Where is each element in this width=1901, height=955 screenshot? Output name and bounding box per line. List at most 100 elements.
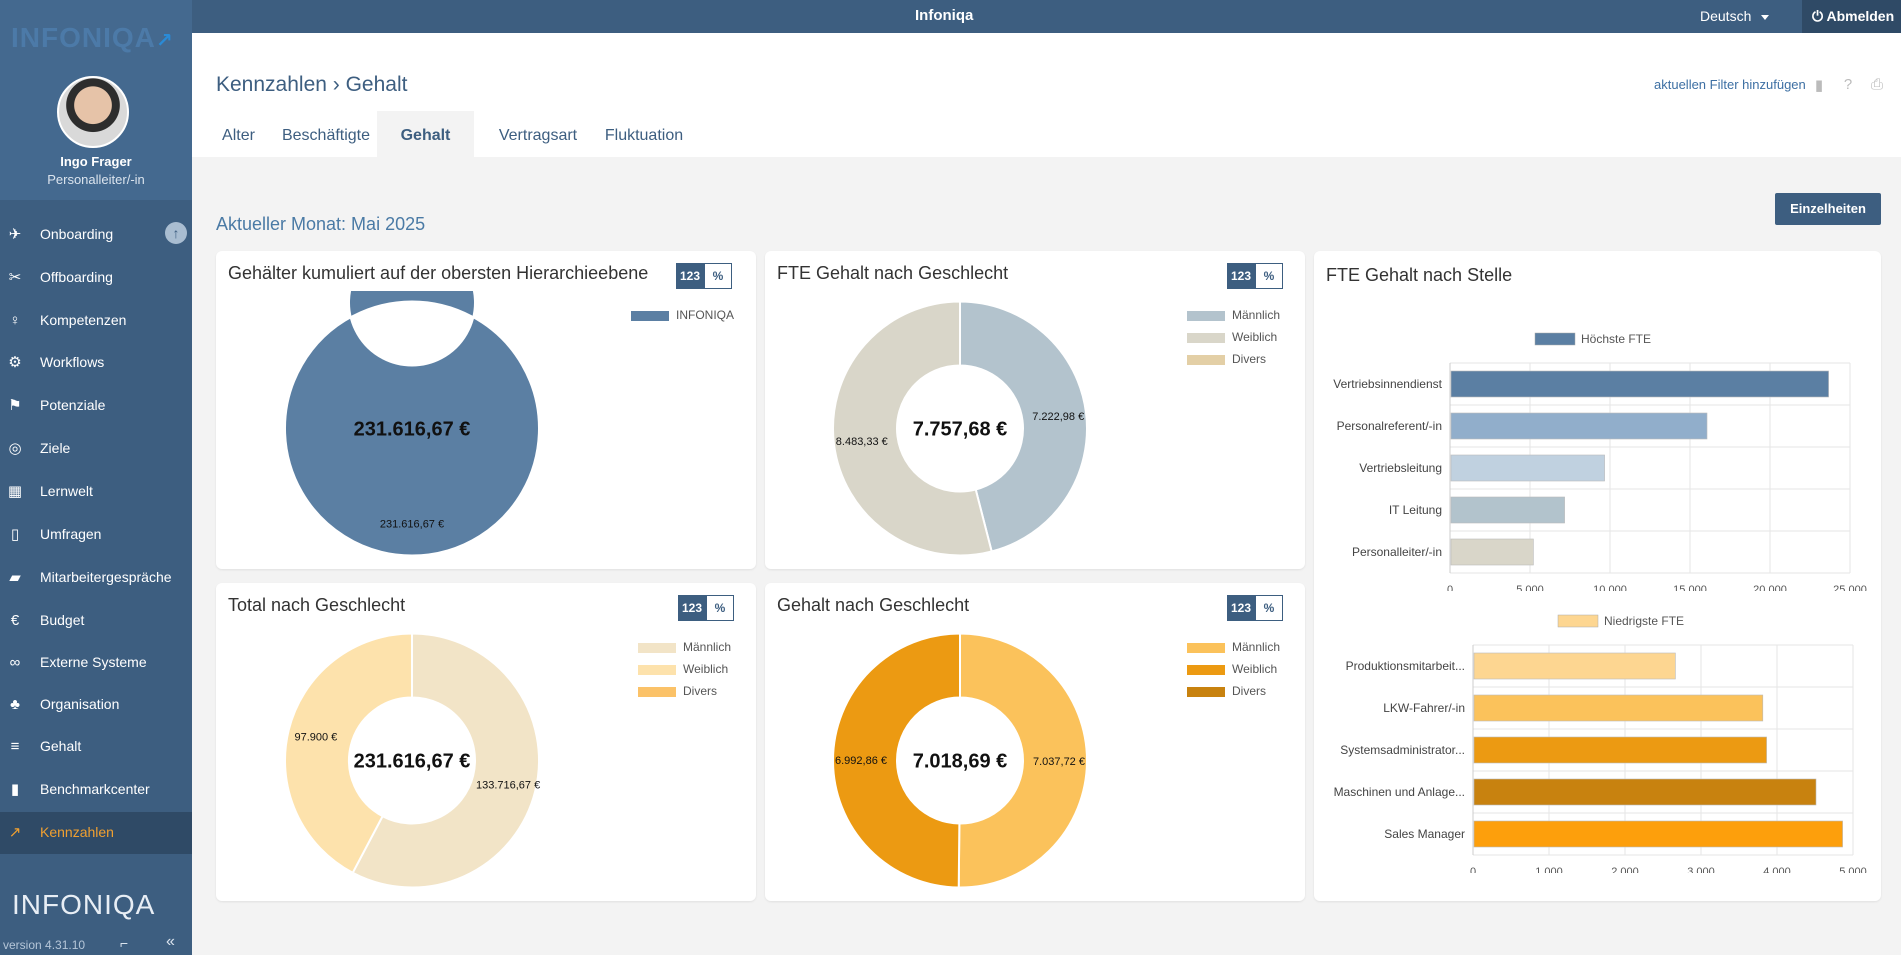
legend-item[interactable]: Weiblich	[1187, 662, 1280, 684]
sidebar-item-kennzahlen[interactable]: ↗ Kennzahlen	[0, 812, 192, 854]
avatar[interactable]	[57, 76, 129, 148]
sidebar-item-onboarding[interactable]: ✈ Onboarding	[0, 214, 192, 256]
collapse-sidebar-icon[interactable]: «	[166, 933, 175, 950]
legend-swatch	[1187, 687, 1225, 697]
sidebar: ▤Recruiting✈Onboarding✂Offboarding♀Kompe…	[0, 0, 192, 955]
y-category-label: Vertriebsleitung	[1359, 461, 1442, 475]
language-select[interactable]: Deutsch	[1700, 8, 1770, 24]
slice-value-label: 231.616,67 €	[380, 519, 444, 531]
sidebar-item-budget[interactable]: € Budget	[0, 600, 192, 642]
bar[interactable]	[1450, 370, 1829, 398]
legend-item[interactable]: Männlich	[1187, 308, 1280, 330]
pie-slice-weiblich[interactable]	[832, 632, 961, 889]
legend-label: INFONIQA	[676, 308, 735, 322]
tab-alter[interactable]: Alter	[222, 127, 255, 144]
details-button[interactable]: Einzelheiten	[1775, 193, 1881, 225]
legend-label: Männlich	[1232, 640, 1281, 654]
legend-label: Divers	[1232, 684, 1267, 698]
sidebar-item-lernwelt[interactable]: ▦ Lernwelt	[0, 471, 192, 513]
bar[interactable]	[1450, 412, 1708, 440]
sidebar-item-umfragen[interactable]: ▯ Umfragen	[0, 514, 192, 556]
bar[interactable]	[1450, 454, 1605, 482]
sidebar-item-label: Umfragen	[40, 526, 102, 542]
legend-item[interactable]: Divers	[638, 684, 731, 706]
slice-value-label: 7.222,98 €	[1032, 411, 1084, 423]
layout-icon[interactable]: ⌐	[120, 935, 129, 951]
print-icon[interactable]: ⎙	[1870, 76, 1883, 93]
card-fte-salary-gender: FTE Gehalt nach Geschlecht 123% Männlich We…	[765, 251, 1305, 569]
legend-swatch	[638, 643, 676, 653]
lightbulb-icon: ♀	[9, 312, 21, 329]
x-tick-label: 2 000	[1611, 866, 1639, 873]
value-mode-toggle: 123%	[678, 595, 734, 621]
sidebar-item-offboarding[interactable]: ✂ Offboarding	[0, 257, 192, 299]
logout-label: Abmelden	[1826, 8, 1895, 24]
legend-item[interactable]: Divers	[1187, 352, 1280, 374]
legend-item[interactable]: Divers	[1187, 684, 1280, 706]
legend-swatch	[638, 665, 676, 675]
x-tick-label: 10 000	[1593, 584, 1627, 591]
pie-slice-männlich[interactable]	[351, 632, 540, 889]
pie-slice-männlich[interactable]	[959, 300, 1088, 553]
sidebar-item-externe-systeme[interactable]: ∞ Externe Systeme	[0, 642, 192, 684]
chart-title: FTE Gehalt nach Stelle	[1326, 265, 1513, 285]
legend-item[interactable]: Weiblich	[638, 662, 731, 684]
sidebar-item-workflows[interactable]: ⚙ Workflows	[0, 342, 192, 384]
help-icon[interactable]: ?	[1843, 76, 1853, 93]
legend-item[interactable]: Weiblich	[1187, 330, 1280, 352]
slice-value-label: 8.483,33 €	[836, 436, 888, 448]
absolute-values-toggle[interactable]: 123	[676, 263, 704, 289]
bar[interactable]	[1473, 778, 1817, 806]
sidebar-item-ziele[interactable]: ◎ Ziele	[0, 428, 192, 470]
pie-slice-weiblich[interactable]	[284, 632, 413, 875]
logout-button[interactable]: ⏻ Abmelden	[1802, 0, 1901, 33]
pie-slice-männlich[interactable]	[957, 632, 1088, 889]
percent-values-toggle[interactable]: %	[1255, 263, 1283, 289]
sidebar-item-benchmarkcenter[interactable]: ▮ Benchmarkcenter	[0, 769, 192, 811]
sidebar-item-label: Mitarbeitergespräche	[40, 569, 172, 585]
gears-icon: ⚙	[8, 354, 22, 371]
legend-label: Höchste FTE	[1581, 332, 1651, 346]
bar[interactable]	[1473, 694, 1764, 722]
sidebar-item-organisation[interactable]: ♣ Organisation	[0, 684, 192, 726]
tab-vertragsart[interactable]: Vertragsart	[498, 127, 578, 144]
scroll-up-icon[interactable]: ↑	[165, 222, 187, 244]
donut-center-total: 231.616,67 €	[354, 419, 471, 441]
absolute-values-toggle[interactable]: 123	[1227, 263, 1255, 289]
x-tick-label: 15 000	[1673, 584, 1707, 591]
legend-item[interactable]: INFONIQA	[631, 308, 734, 330]
percent-values-toggle[interactable]: %	[1255, 595, 1283, 621]
sidebar-item-gehalt[interactable]: ≡ Gehalt	[0, 726, 192, 768]
y-category-label: Produktionsmitarbeit...	[1346, 659, 1465, 673]
absolute-values-toggle[interactable]: 123	[678, 595, 706, 621]
sidebar-item-label: Workflows	[40, 354, 105, 370]
tab-fluktuation[interactable]: Fluktuation	[604, 127, 684, 144]
pie-slice-weiblich[interactable]	[832, 300, 993, 557]
legend-item[interactable]: Männlich	[1187, 640, 1280, 662]
sidebar-item-kompetenzen[interactable]: ♀ Kompetenzen	[0, 300, 192, 342]
sidebar-item-label: Externe Systeme	[40, 654, 147, 670]
sidebar-item-label: Ziele	[40, 440, 71, 456]
absolute-values-toggle[interactable]: 123	[1227, 595, 1255, 621]
bar[interactable]	[1473, 820, 1843, 848]
logo-arrow-icon: ↗	[155, 30, 174, 52]
pie-slice-infoniqa[interactable]	[284, 291, 540, 557]
sidebar-item-potenziale[interactable]: ⚑ Potenziale	[0, 385, 192, 427]
tab-beschäftigte[interactable]: Beschäftigte	[281, 127, 371, 144]
bar[interactable]	[1450, 538, 1534, 566]
add-filter-link[interactable]: aktuellen Filter hinzufügen	[1654, 77, 1806, 92]
value-mode-toggle: 123%	[676, 263, 732, 289]
tab-gehalt[interactable]: Gehalt	[377, 111, 474, 157]
bar[interactable]	[1473, 652, 1676, 680]
bar[interactable]	[1450, 496, 1565, 524]
sidebar-item-mitarbeitergespräche[interactable]: ▰ Mitarbeitergespräche	[0, 557, 192, 599]
bookmark-icon[interactable]: ▮	[1814, 77, 1824, 94]
percent-values-toggle[interactable]: %	[704, 263, 732, 289]
sidebar-item-label: Offboarding	[40, 269, 113, 285]
legend-swatch	[631, 311, 669, 321]
chart-legend: Männlich Weiblich Divers	[1187, 308, 1280, 374]
bar[interactable]	[1473, 736, 1767, 764]
user-role: Personalleiter/-in	[47, 172, 145, 187]
percent-values-toggle[interactable]: %	[706, 595, 734, 621]
legend-item[interactable]: Männlich	[638, 640, 731, 662]
